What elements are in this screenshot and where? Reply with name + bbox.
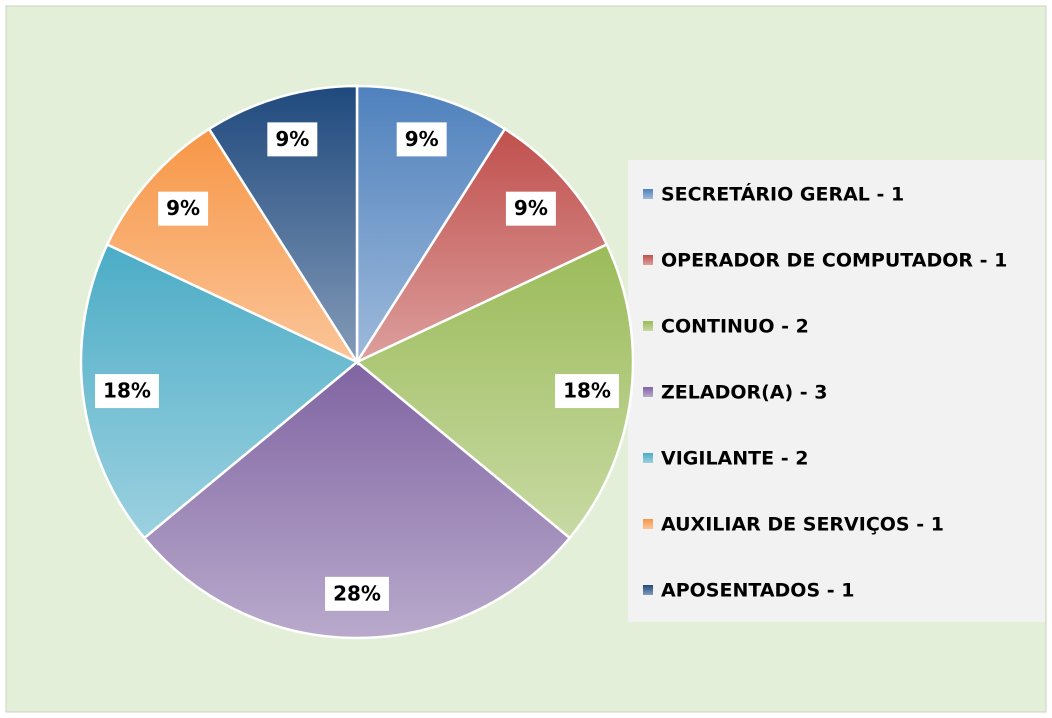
data-label: 9% xyxy=(514,196,548,220)
legend-label: VIGILANTE - 2 xyxy=(661,448,808,470)
data-label-box xyxy=(158,191,209,226)
legend-label: APOSENTADOS - 1 xyxy=(661,580,854,602)
legend-label: SECRETÁRIO GERAL - 1 xyxy=(661,183,904,206)
data-label: 18% xyxy=(103,379,151,403)
legend-swatch xyxy=(643,453,653,463)
data-label-box xyxy=(95,374,159,409)
data-label-box xyxy=(325,576,389,611)
legend-swatch xyxy=(643,255,653,265)
legend-swatch xyxy=(643,519,653,529)
legend-label: AUXILIAR DE SERVIÇOS - 1 xyxy=(661,514,944,536)
legend-label: ZELADOR(A) - 3 xyxy=(661,382,828,404)
legend-swatch xyxy=(643,189,653,199)
legend-swatch xyxy=(643,321,653,331)
data-label: 9% xyxy=(405,127,439,151)
legend-box xyxy=(628,160,1045,622)
pie-slice xyxy=(105,127,361,365)
legend-label: OPERADOR DE COMPUTADOR - 1 xyxy=(661,250,1007,272)
legend-swatch xyxy=(643,585,653,595)
data-label: 28% xyxy=(333,581,381,605)
data-label: 9% xyxy=(166,196,200,220)
pie-slice xyxy=(354,242,635,540)
data-label-box xyxy=(555,374,619,409)
pie-slice xyxy=(79,242,360,540)
data-label-box xyxy=(396,122,447,157)
data-label-box xyxy=(267,122,318,157)
pie-slice xyxy=(142,360,572,640)
legend-swatch xyxy=(643,387,653,397)
pie-slice xyxy=(207,84,359,367)
data-label: 18% xyxy=(563,379,611,403)
data-label-box xyxy=(505,191,556,226)
legend-label: CONTINUO - 2 xyxy=(661,316,809,338)
pie-slice xyxy=(353,127,609,365)
data-label: 9% xyxy=(275,127,309,151)
pie-slice xyxy=(355,84,507,367)
